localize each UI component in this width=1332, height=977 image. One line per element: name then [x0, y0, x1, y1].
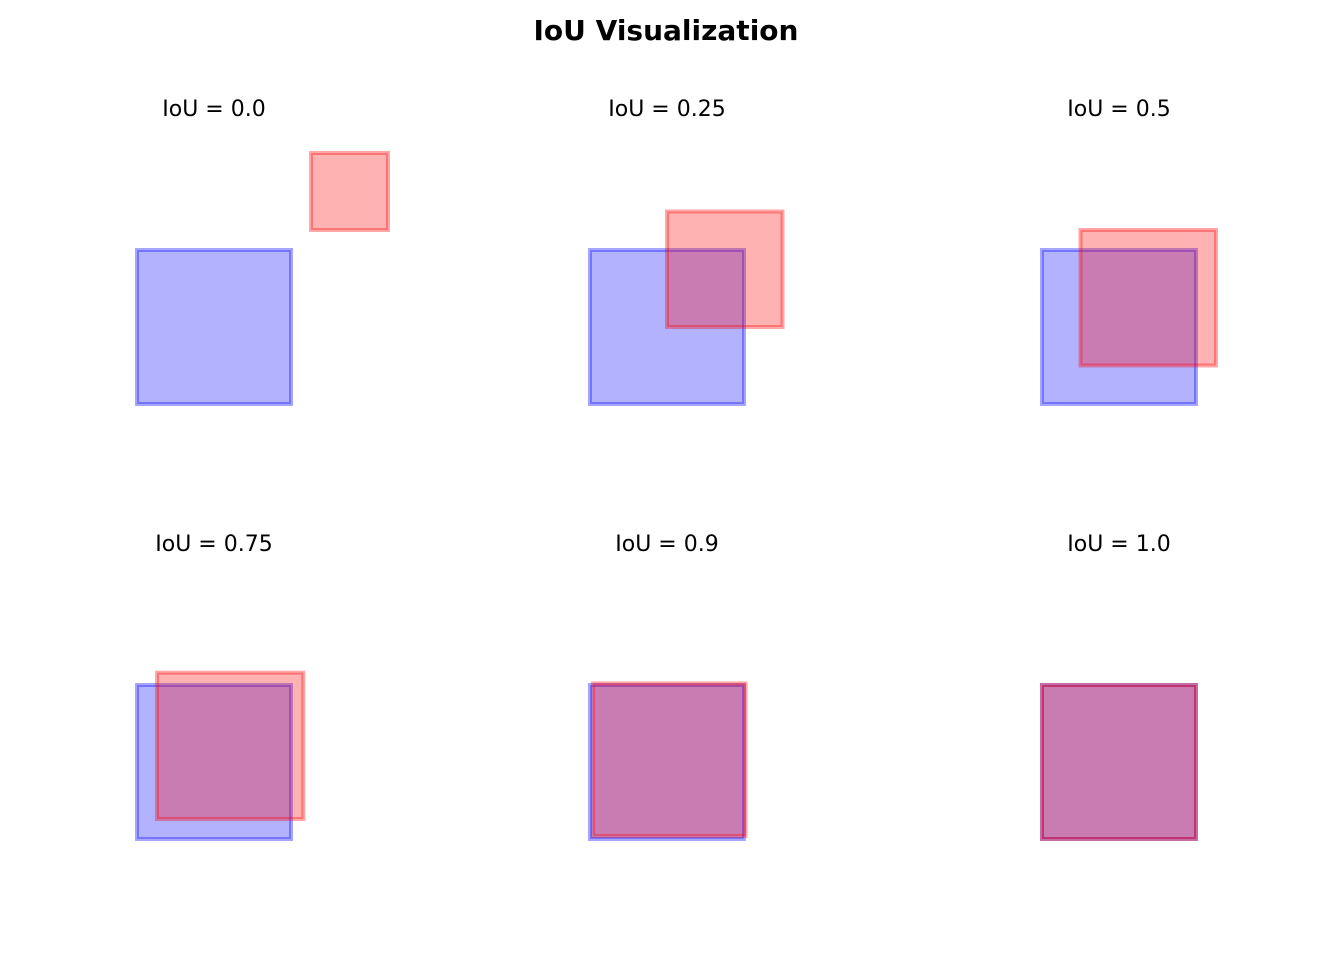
boxes-svg [588, 681, 748, 841]
panel-title: IoU = 1.0 [1067, 532, 1171, 557]
box-b [155, 670, 306, 821]
box-b [1040, 683, 1198, 841]
boxes-svg [1040, 683, 1198, 841]
iou-panel: IoU = 1.0 [969, 532, 1269, 932]
boxes-svg [588, 209, 785, 406]
iou-panel: IoU = 0.9 [517, 532, 817, 932]
box-b [591, 681, 748, 838]
boxes-svg [135, 670, 306, 841]
box-b [309, 150, 391, 232]
box-b [1078, 227, 1219, 368]
panel-title: IoU = 0.0 [162, 97, 266, 122]
iou-panel: IoU = 0.0 [64, 97, 391, 497]
panel-title: IoU = 0.9 [615, 532, 719, 557]
figure-title: IoU Visualization [533, 14, 799, 47]
panel-title: IoU = 0.5 [1067, 97, 1171, 122]
box-a [135, 248, 293, 406]
box-b [665, 209, 785, 329]
iou-panel: IoU = 0.5 [969, 97, 1269, 497]
box-a [588, 683, 746, 841]
box-a [1040, 248, 1198, 406]
iou-panel: IoU = 0.25 [517, 97, 817, 497]
box-a [1040, 683, 1198, 841]
panel-title: IoU = 0.75 [155, 532, 273, 557]
box-a [135, 683, 293, 841]
iou-panel: IoU = 0.75 [64, 532, 364, 932]
box-a [588, 248, 746, 406]
panel-title: IoU = 0.25 [608, 97, 726, 122]
boxes-svg [135, 150, 391, 406]
boxes-svg [1040, 227, 1219, 406]
